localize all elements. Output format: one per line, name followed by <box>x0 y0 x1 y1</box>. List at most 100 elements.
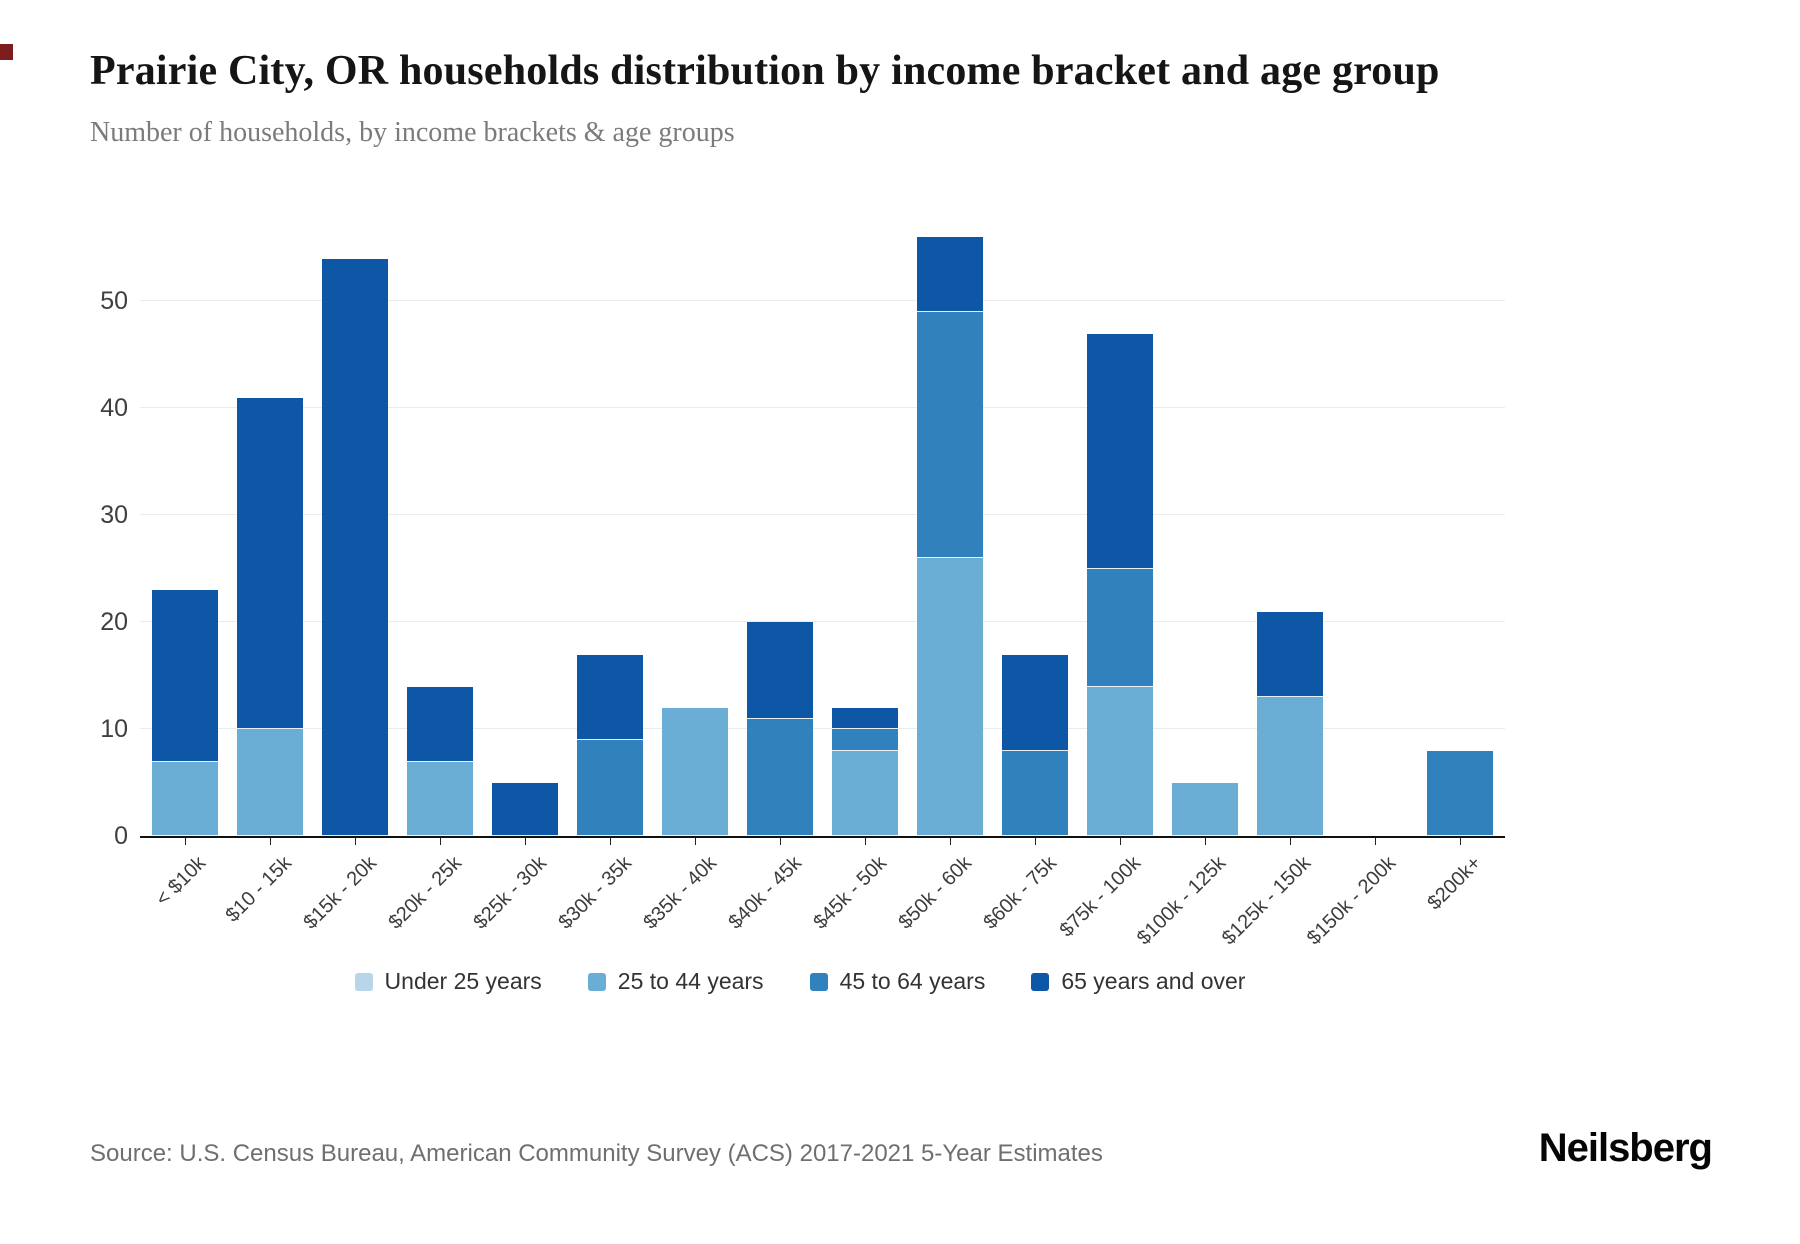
bar-segment[interactable] <box>1087 333 1153 569</box>
bar-segment[interactable] <box>747 622 813 719</box>
x-tick-< $10k: < $10k <box>152 838 218 938</box>
bar-$10 - 15k <box>237 397 303 837</box>
bar-$50k - 60k <box>917 237 983 837</box>
x-tick-$30k - 35k: $30k - 35k <box>554 838 643 938</box>
x-axis-label: $25k - 30k <box>468 852 551 935</box>
bar-segment[interactable] <box>1427 750 1493 837</box>
bar-$20k - 25k <box>407 686 473 837</box>
bar-segment[interactable] <box>322 258 388 837</box>
bars-row <box>140 199 1505 837</box>
x-tick-$35k - 40k: $35k - 40k <box>639 838 728 938</box>
bar-segment[interactable] <box>1002 750 1068 837</box>
x-axis: < $10k $10 - 15k $15k - 20k $20k - 25k $25k … <box>140 838 1505 950</box>
x-axis-label: < $10k <box>152 852 211 911</box>
x-axis-label: $45k - 50k <box>808 852 891 935</box>
x-axis-label: $200k+ <box>1423 852 1486 915</box>
page-title: Prairie City, OR households distribution… <box>90 48 1440 94</box>
x-axis-label: $10 - 15k <box>221 852 296 927</box>
bar-segment[interactable] <box>832 729 898 751</box>
bar-segment[interactable] <box>237 397 303 730</box>
bar-segment[interactable] <box>492 782 558 837</box>
x-axis-label: $35k - 40k <box>638 852 721 935</box>
gridline-50 <box>140 300 1505 302</box>
x-tick-$45k - 50k: $45k - 50k <box>809 838 898 938</box>
bar-segment[interactable] <box>747 718 813 837</box>
x-axis-label: $15k - 20k <box>298 852 381 935</box>
bar-segment[interactable] <box>917 312 983 559</box>
x-tick-$60k - 75k: $60k - 75k <box>979 838 1068 938</box>
source-text: Source: U.S. Census Bureau, American Com… <box>90 1140 1103 1167</box>
gridline-20 <box>140 621 1505 623</box>
chart-header: Prairie City, OR households distribution… <box>90 44 1710 149</box>
bar-$125k - 150k <box>1257 611 1323 837</box>
legend-label: Under 25 years <box>384 968 542 995</box>
legend-label: 45 to 64 years <box>839 968 986 995</box>
legend-swatch-icon <box>587 972 606 991</box>
x-axis-label: $60k - 75k <box>978 852 1061 935</box>
legend-item-25-to-44-years[interactable]: 25 to 44 years <box>587 968 764 995</box>
legend-label: 65 years and over <box>1061 968 1246 995</box>
bar-$15k - 20k <box>322 258 388 837</box>
legend-item-65-years-and-over[interactable]: 65 years and over <box>1031 968 1245 995</box>
bar-segment[interactable] <box>1172 782 1238 837</box>
x-tick-$20k - 25k: $20k - 25k <box>384 838 473 938</box>
y-axis-label-50: 50 <box>100 287 128 316</box>
bar-segment[interactable] <box>917 558 983 837</box>
bar-$200k+ <box>1427 750 1493 837</box>
bar-segment[interactable] <box>237 729 303 837</box>
bar-segment[interactable] <box>1257 611 1323 698</box>
legend-label: 25 to 44 years <box>617 968 764 995</box>
bar-segment[interactable] <box>1087 568 1153 687</box>
bar-$30k - 35k <box>577 654 643 837</box>
legend: Under 25 years 25 to 44 years 45 to 64 yea… <box>90 968 1510 995</box>
y-axis-label-30: 30 <box>100 501 128 530</box>
y-axis-label-0: 0 <box>114 822 128 851</box>
x-axis-label: $20k - 25k <box>383 852 466 935</box>
x-tick-$150k - 200k: $150k - 200k <box>1303 838 1408 950</box>
bar-segment[interactable] <box>832 708 898 730</box>
bar-$100k - 125k <box>1172 782 1238 837</box>
brand-logo: Neilsberg <box>1538 1126 1713 1170</box>
bar-segment[interactable] <box>407 686 473 762</box>
bar-segment[interactable] <box>577 654 643 741</box>
x-tick-$40k - 45k: $40k - 45k <box>724 838 813 938</box>
x-tick-$10 - 15k: $10 - 15k <box>221 838 303 938</box>
bar-segment[interactable] <box>407 761 473 837</box>
x-tick-$200k+: $200k+ <box>1423 838 1493 938</box>
x-tick-$100k - 125k: $100k - 125k <box>1133 838 1238 950</box>
legend-item-45-to-64-years[interactable]: 45 to 64 years <box>809 968 986 995</box>
y-axis-label-20: 20 <box>100 608 128 637</box>
y-axis-label-10: 10 <box>100 715 128 744</box>
gridline-10 <box>140 728 1505 730</box>
x-axis-label: $30k - 35k <box>553 852 636 935</box>
x-tick-$75k - 100k: $75k - 100k <box>1056 838 1153 942</box>
x-axis-label: $50k - 60k <box>893 852 976 935</box>
x-tick-$50k - 60k: $50k - 60k <box>894 838 983 938</box>
plot-area: 0 10 20 30 40 50 <box>100 199 1505 849</box>
legend-item-under-25-years[interactable]: Under 25 years <box>354 968 542 995</box>
x-axis-label: $40k - 45k <box>723 852 806 935</box>
bar-segment[interactable] <box>152 590 218 762</box>
bar-segment[interactable] <box>577 740 643 837</box>
corner-mark <box>0 44 13 60</box>
bar-$35k - 40k <box>662 708 728 837</box>
chart: 0 10 20 30 40 50 < $10k $10 - 15k $15k - 20k $20… <box>90 199 1510 995</box>
bar-segment[interactable] <box>1257 697 1323 837</box>
legend-swatch-icon <box>1031 972 1050 991</box>
x-axis-label: $75k - 100k <box>1056 852 1146 942</box>
bar-segment[interactable] <box>152 761 218 837</box>
gridline-40 <box>140 407 1505 409</box>
bar-$60k - 75k <box>1002 654 1068 837</box>
bar-segment[interactable] <box>1002 654 1068 751</box>
bar-$25k - 30k <box>492 782 558 837</box>
footer: Source: U.S. Census Bureau, American Com… <box>90 1126 1713 1171</box>
x-tick-$15k - 20k: $15k - 20k <box>299 838 388 938</box>
bar-segment[interactable] <box>832 750 898 837</box>
bar-segment[interactable] <box>662 708 728 837</box>
bar-$40k - 45k <box>747 622 813 837</box>
bar-segment[interactable] <box>917 237 983 313</box>
legend-swatch-icon <box>809 972 828 991</box>
bar-segment[interactable] <box>1087 686 1153 837</box>
y-axis-label-40: 40 <box>100 394 128 423</box>
x-tick-$25k - 30k: $25k - 30k <box>469 838 558 938</box>
